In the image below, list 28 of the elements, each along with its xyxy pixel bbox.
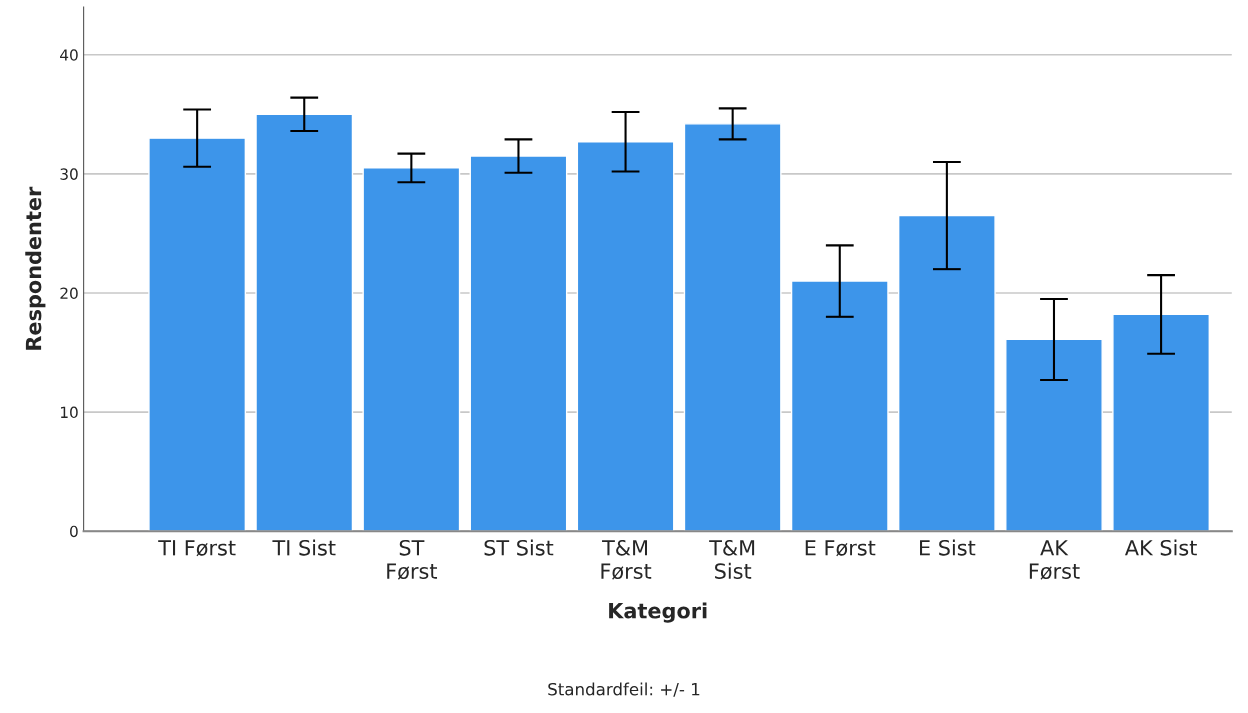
text: Standardfeil: +/- 1 <box>548 682 700 697</box>
y-tick-label: 0 <box>70 525 78 538</box>
x-tick-label: T&M Sist <box>709 539 755 579</box>
y-tick-label: 20 <box>60 287 78 299</box>
x-tick-label: AK Sist <box>1124 539 1197 556</box>
x-tick-label: T&M Først <box>601 539 652 580</box>
y-axis-title: Respondenter <box>25 186 46 350</box>
x-tick-label: E Sist <box>920 539 976 556</box>
y-tick-label: 10 <box>60 406 78 419</box>
x-tick-label: TI Først <box>158 540 236 557</box>
bar <box>1112 313 1210 532</box>
bar <box>576 141 675 532</box>
bar <box>148 137 247 532</box>
bar <box>1005 338 1103 532</box>
bar <box>790 280 889 532</box>
x-tick-label: ST Først <box>387 539 438 580</box>
bar <box>683 123 782 532</box>
x-tick-label: AK Først <box>1029 540 1080 580</box>
x-tick-label: E Først <box>805 540 876 557</box>
x-axis-title: Kategori <box>609 602 707 623</box>
y-tick-label: 30 <box>60 168 78 180</box>
x-tick-label: TI Sist <box>272 539 336 556</box>
bar <box>362 167 461 532</box>
bar <box>469 155 568 532</box>
y-tick-label: 40 <box>60 49 78 61</box>
x-tick-label: ST Sist <box>484 539 554 556</box>
bar <box>897 214 996 532</box>
bar <box>255 113 354 532</box>
